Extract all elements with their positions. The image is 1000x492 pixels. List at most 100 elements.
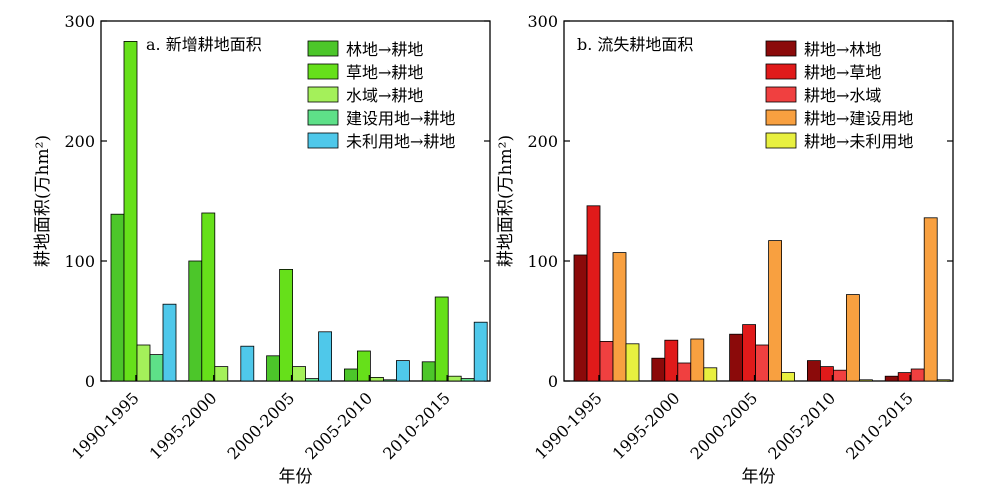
- x-tick-label: 2000-2005: [686, 388, 761, 463]
- bar: [923, 217, 938, 382]
- bar: [768, 240, 782, 382]
- y-tick-label: 200: [527, 132, 558, 151]
- bar: [884, 375, 899, 382]
- bar: [651, 357, 666, 382]
- legend-swatch: [765, 63, 797, 80]
- legend-swatch: [307, 63, 339, 80]
- bar: [897, 372, 912, 382]
- y-tick-label: 100: [64, 252, 95, 271]
- y-axis-label: 耕地面积(万hm²): [33, 135, 53, 267]
- legend-label: 林地→耕地: [346, 40, 423, 59]
- bar: [188, 260, 203, 382]
- x-tick-label: 2005-2010: [764, 388, 839, 463]
- y-tick-label: 200: [64, 132, 95, 151]
- bar: [343, 368, 358, 382]
- bar: [240, 345, 255, 382]
- x-axis-label: 年份: [742, 467, 776, 487]
- legend-label: 耕地→草地: [804, 63, 881, 82]
- legend-label: 建设用地→耕地: [346, 109, 455, 128]
- bar: [846, 294, 860, 382]
- bar: [473, 321, 488, 382]
- bar: [434, 296, 449, 382]
- bar: [910, 368, 925, 382]
- y-tick-label: 0: [85, 372, 95, 391]
- y-axis-label: 耕地面积(万hm²): [496, 135, 516, 267]
- bar: [266, 355, 281, 382]
- bar: [136, 344, 151, 382]
- bar: [421, 361, 436, 382]
- panel-new-cropland: 0 100 200 300 1990-1995 1995-2000 2000-2005 200…: [33, 12, 491, 487]
- bar: [162, 303, 177, 382]
- legend-swatch: [765, 40, 797, 57]
- bar: [755, 344, 769, 382]
- bar: [820, 366, 834, 382]
- bar: [292, 366, 307, 382]
- x-tick-label: 2010-2015: [379, 388, 454, 463]
- bar: [807, 360, 821, 382]
- bar: [729, 333, 743, 382]
- legend-swatch: [307, 86, 339, 103]
- x-tick-label: 1995-2000: [146, 388, 221, 463]
- bar: [573, 254, 588, 382]
- x-tick-label: 1995-2000: [609, 388, 684, 463]
- legend-swatch: [307, 109, 339, 126]
- bar: [395, 360, 410, 382]
- x-tick-label: 2000-2005: [223, 388, 298, 463]
- y-tick-label: 300: [64, 12, 95, 31]
- plot-frame: [100, 20, 491, 382]
- legend-swatch: [307, 40, 339, 57]
- legend-label: 耕地→未利用地: [804, 132, 913, 151]
- bar: [279, 268, 294, 382]
- legend-swatch: [765, 132, 797, 149]
- bar: [664, 339, 679, 382]
- bar: [781, 372, 795, 382]
- bar: [201, 212, 216, 382]
- bar: [214, 366, 229, 382]
- panel-title: a. 新增耕地面积: [146, 35, 262, 54]
- y-tick-label: 0: [548, 372, 558, 391]
- bar: [586, 205, 601, 382]
- legend-label: 未利用地→耕地: [346, 132, 455, 151]
- bar: [369, 376, 384, 382]
- bar: [690, 338, 705, 382]
- bar: [742, 324, 756, 382]
- bar: [599, 340, 614, 382]
- bar: [859, 379, 873, 382]
- x-tick-label: 1990-1995: [531, 388, 606, 463]
- legend-label: 耕地→林地: [804, 40, 881, 59]
- legend-label: 水域→耕地: [346, 86, 423, 105]
- bar: [123, 41, 138, 382]
- bar: [625, 343, 640, 382]
- bar: [612, 252, 627, 382]
- x-tick-label: 1990-1995: [68, 388, 143, 463]
- bar: [110, 213, 125, 382]
- bar: [305, 378, 320, 382]
- x-tick-label: 2005-2010: [301, 388, 376, 463]
- bar: [356, 350, 371, 382]
- legend-swatch: [765, 86, 797, 103]
- panel-title: b. 流失耕地面积: [577, 35, 693, 54]
- y-tick-label: 100: [527, 252, 558, 271]
- legend-swatch: [765, 109, 797, 126]
- x-tick-label: 2010-2015: [842, 388, 917, 463]
- bar: [833, 369, 847, 382]
- legend-label: 草地→耕地: [346, 63, 423, 82]
- bar: [447, 375, 462, 382]
- panel-lost-cropland: 0 100 200 300 1990-1995 1995-2000 2000-2005 200…: [496, 12, 954, 487]
- bar: [460, 378, 475, 382]
- y-tick-label: 300: [527, 12, 558, 31]
- bar: [936, 379, 951, 382]
- x-axis-label: 年份: [279, 467, 313, 487]
- legend-label: 耕地→水域: [804, 86, 881, 105]
- bar: [677, 362, 692, 382]
- bar: [149, 354, 164, 382]
- bar: [318, 331, 333, 382]
- bar: [382, 379, 397, 382]
- legend-label: 耕地→建设用地: [804, 109, 913, 128]
- bar: [703, 367, 718, 382]
- legend-swatch: [307, 132, 339, 149]
